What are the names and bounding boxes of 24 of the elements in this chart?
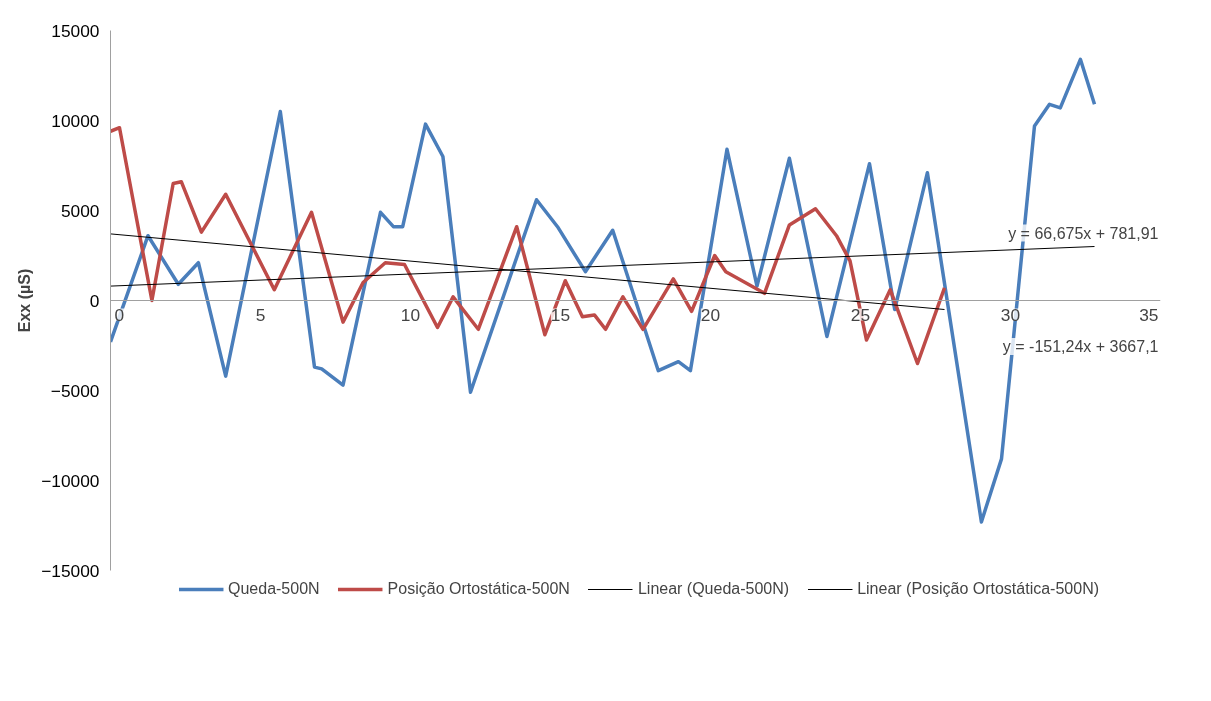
y-axis-title: Exx (µS) bbox=[16, 268, 34, 333]
y-tick-label: 0 bbox=[89, 290, 100, 311]
x-tick-label: 20 bbox=[700, 304, 721, 325]
y-tick-label: −5000 bbox=[50, 380, 100, 401]
x-tick-label: 30 bbox=[1000, 304, 1021, 325]
x-tick-label: 15 bbox=[550, 304, 571, 325]
x-tick-label: 5 bbox=[255, 304, 266, 325]
line-series bbox=[110, 57, 1097, 524]
legend-label: Linear (Posição Ortostática-500N) bbox=[857, 580, 1100, 598]
x-tick-label: 0 bbox=[114, 304, 125, 325]
annotation: y = -151,24x + 3667,1 bbox=[1002, 337, 1159, 355]
legend-label: Posição Ortostática-500N bbox=[387, 580, 570, 598]
y-tick-label: −15000 bbox=[41, 560, 100, 581]
y-tick-label: −10000 bbox=[41, 470, 100, 491]
line-series bbox=[110, 125, 947, 366]
annotation: y = 66,675x + 781,91 bbox=[1008, 224, 1159, 242]
y-tick-label: 5000 bbox=[60, 200, 100, 221]
x-tick-label: 25 bbox=[850, 304, 871, 325]
x-tick-label: 35 bbox=[1139, 304, 1159, 325]
y-tick-label: 15000 bbox=[51, 20, 100, 41]
x-tick-label: 10 bbox=[400, 304, 421, 325]
legend-label: Linear (Queda-500N) bbox=[637, 580, 790, 598]
legend-label: Queda-500N bbox=[227, 580, 320, 598]
y-tick-label: 10000 bbox=[51, 110, 100, 131]
